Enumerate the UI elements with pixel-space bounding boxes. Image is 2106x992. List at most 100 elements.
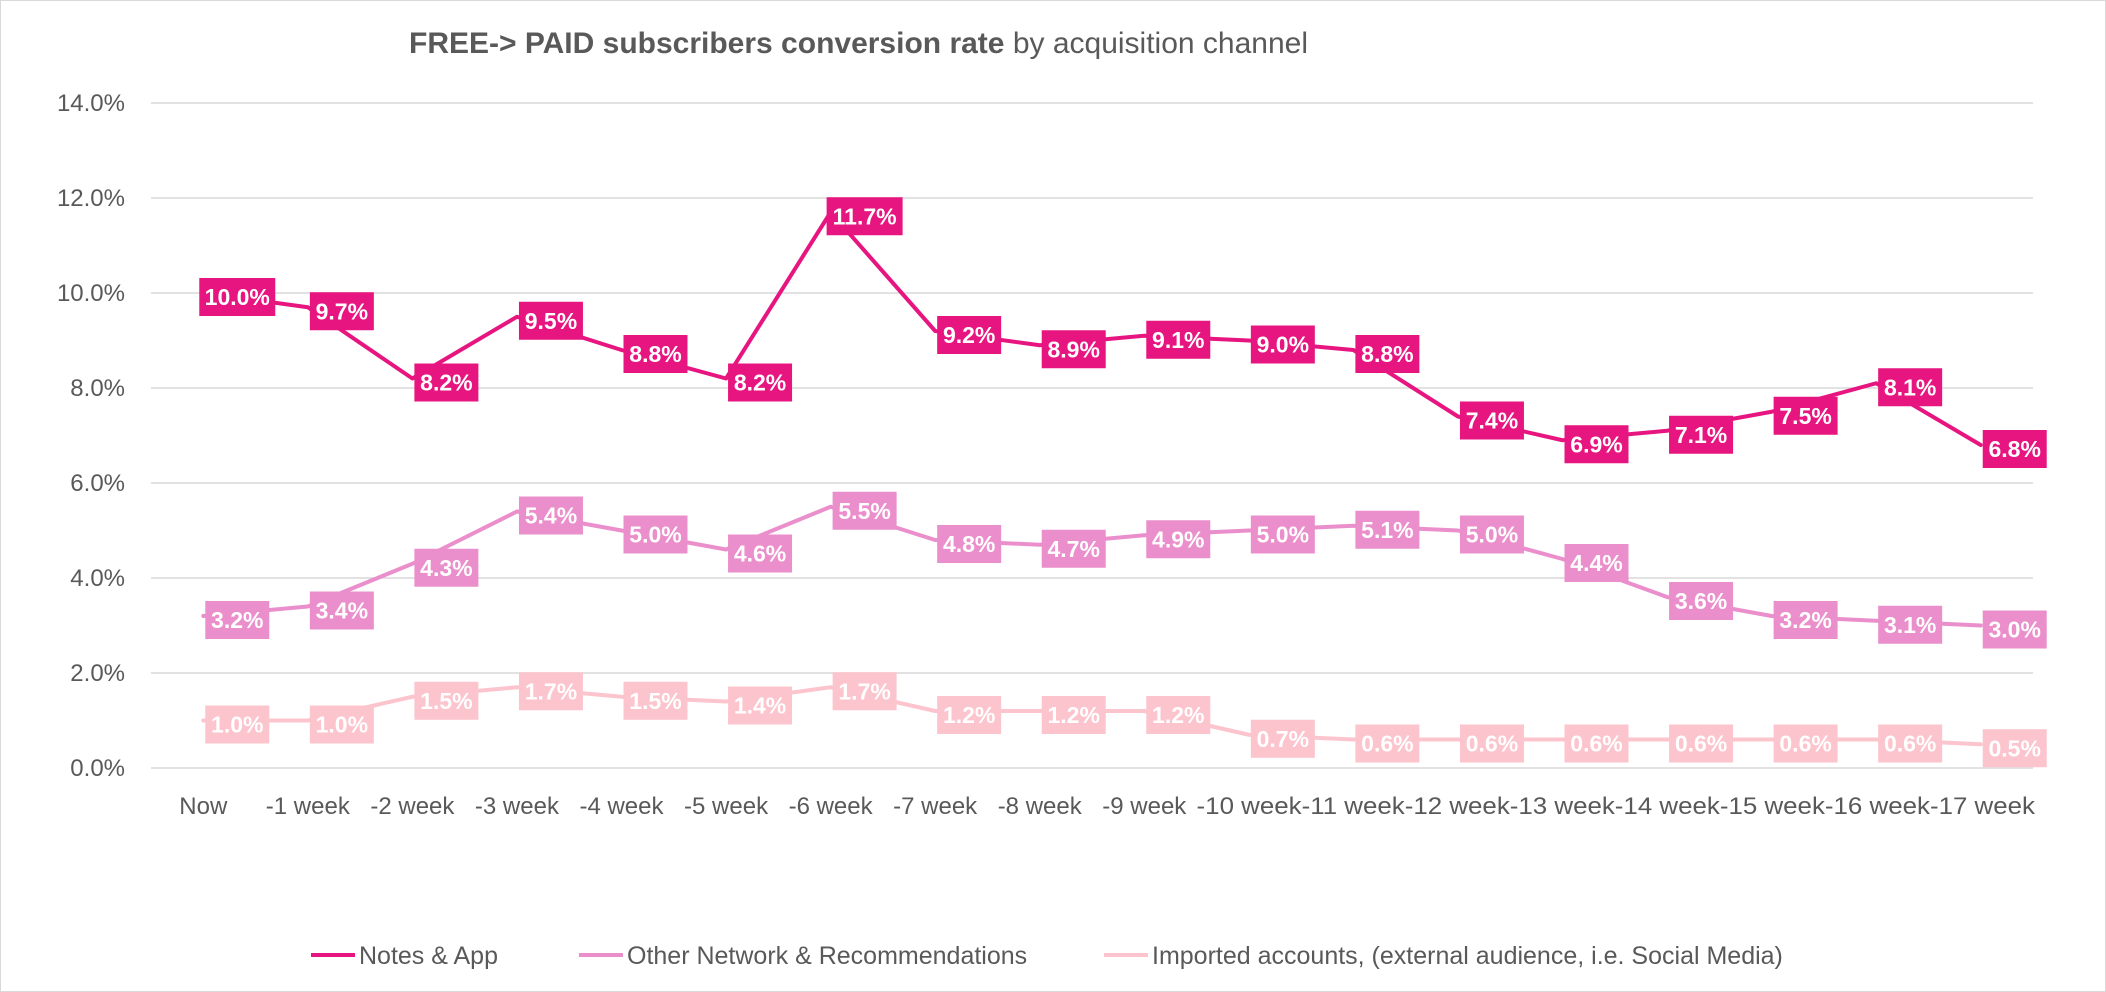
data-label: 1.2%	[1041, 696, 1106, 734]
data-label: 3.6%	[1669, 582, 1734, 620]
data-label: 5.4%	[518, 496, 583, 535]
data-label: 1.7%	[832, 672, 897, 711]
data-label-box	[205, 601, 270, 639]
data-label-box	[205, 705, 270, 744]
data-label: 0.6%	[1355, 724, 1420, 763]
data-label: 1.0%	[205, 705, 270, 744]
data-label-text: 0.6%	[1779, 731, 1831, 757]
data-label-text: 7.1%	[1675, 422, 1727, 448]
data-label-box	[1982, 729, 2047, 768]
legend-item-3[interactable]: Imported accounts, (external audience, i…	[1104, 942, 1783, 970]
data-label: 1.2%	[937, 696, 1002, 734]
data-label-box	[414, 681, 479, 720]
y-tick-label: 8.0%	[70, 375, 125, 402]
data-label: 6.8%	[1982, 430, 2047, 468]
data-label-text: 9.0%	[1257, 332, 1309, 358]
data-label: 4.7%	[1041, 529, 1106, 568]
series-line-1	[201, 210, 1983, 447]
data-label-text: 4.3%	[420, 555, 472, 581]
data-label-box	[1250, 515, 1315, 554]
y-tick-label: 4.0%	[70, 565, 125, 592]
data-label-text: 1.5%	[629, 688, 681, 714]
data-label-box	[199, 278, 276, 316]
data-label: 7.4%	[1459, 401, 1524, 440]
data-label: 9.0%	[1250, 325, 1315, 364]
data-label-box	[728, 534, 793, 573]
data-label-text: 0.6%	[1675, 731, 1727, 757]
data-label-box	[1773, 724, 1838, 763]
data-label-box	[309, 292, 374, 331]
data-label: 8.8%	[1355, 335, 1420, 373]
data-label-box	[1564, 425, 1629, 464]
data-label: 6.9%	[1564, 425, 1629, 464]
data-label-text: 5.0%	[1466, 522, 1518, 548]
data-label-text: 11.7%	[833, 203, 897, 229]
data-label-text: 10.0%	[205, 284, 270, 310]
data-label-text: 1.0%	[211, 712, 263, 738]
data-label: 0.6%	[1878, 724, 1943, 763]
data-label-text: 0.5%	[1989, 735, 2041, 761]
data-label-box	[832, 672, 897, 711]
data-label-text: 5.0%	[629, 522, 681, 548]
data-label: 4.8%	[937, 525, 1002, 563]
data-label-box	[1250, 719, 1315, 758]
data-label: 1.7%	[518, 672, 583, 711]
data-label-box	[1146, 320, 1211, 359]
data-label: 9.1%	[1146, 320, 1211, 359]
x-tick-label: -6 week	[789, 793, 874, 820]
data-label-text: 0.6%	[1884, 731, 1936, 757]
data-label: 4.6%	[728, 534, 793, 573]
data-label-text: 3.4%	[316, 598, 368, 624]
data-label-text: 8.8%	[1361, 341, 1413, 367]
data-label-text: 9.1%	[1152, 327, 1204, 353]
y-tick-label: 6.0%	[70, 470, 125, 497]
data-label-box	[1041, 330, 1106, 369]
legend-item-2[interactable]: Other Network & Recommendations	[579, 942, 1027, 970]
data-label-box	[1773, 396, 1838, 435]
data-labels: 10.0% 9.7% 8.2% 9.5% 8.8% 8.2% 11.7% 9.2% 8.9% 9.…	[199, 197, 2047, 768]
data-label: 0.6%	[1773, 724, 1838, 763]
data-label: 8.8%	[623, 335, 688, 373]
data-label-text: 0.6%	[1361, 731, 1413, 757]
data-label-text: 3.2%	[1779, 607, 1831, 633]
data-label-text: 9.2%	[943, 322, 995, 348]
data-label-box	[1041, 529, 1106, 568]
data-label-text: 5.1%	[1361, 517, 1413, 543]
data-label-text: 5.4%	[525, 503, 577, 529]
data-label-box	[1355, 335, 1420, 373]
data-label-box	[623, 681, 688, 720]
data-label-text: 1.2%	[1152, 702, 1204, 728]
chart-title-bold: FREE-> PAID subscribers conversion rate	[409, 27, 1004, 60]
data-label: 3.2%	[205, 601, 270, 639]
data-label-box	[1773, 601, 1838, 639]
data-label-text: 8.8%	[629, 341, 681, 367]
data-label: 5.0%	[1250, 515, 1315, 554]
data-label-text: 3.6%	[1675, 588, 1727, 614]
data-label-box	[728, 363, 793, 402]
data-label: 0.6%	[1459, 724, 1524, 763]
data-label-text: 3.2%	[211, 607, 263, 633]
data-label: 4.3%	[414, 548, 479, 587]
data-label-box	[1564, 724, 1629, 763]
data-label-box	[1669, 415, 1734, 454]
data-label-box	[1041, 696, 1106, 734]
data-label-box	[1669, 582, 1734, 620]
data-label: 4.4%	[1564, 544, 1629, 582]
data-label-text: 4.4%	[1570, 550, 1622, 576]
data-label-box	[1459, 724, 1524, 763]
data-label-text: 0.6%	[1570, 731, 1622, 757]
x-tick-label: -10 week-11 week-12 week-13 week-14 week…	[1197, 793, 2037, 820]
legend-item-1[interactable]: Notes & App	[311, 942, 498, 970]
x-tick-label: -2 week	[370, 793, 455, 820]
data-label-box	[1146, 520, 1211, 559]
data-label-box	[826, 197, 903, 236]
data-label-text: 1.5%	[420, 688, 472, 714]
data-label-box	[937, 525, 1002, 563]
x-tick-label: -5 week	[684, 793, 769, 820]
gridlines	[151, 102, 2033, 769]
legend: Notes & App Other Network & Recommendatio…	[311, 942, 1783, 970]
data-label-text: 9.7%	[316, 298, 368, 324]
data-label-box	[414, 363, 479, 402]
data-label: 9.2%	[937, 316, 1002, 354]
